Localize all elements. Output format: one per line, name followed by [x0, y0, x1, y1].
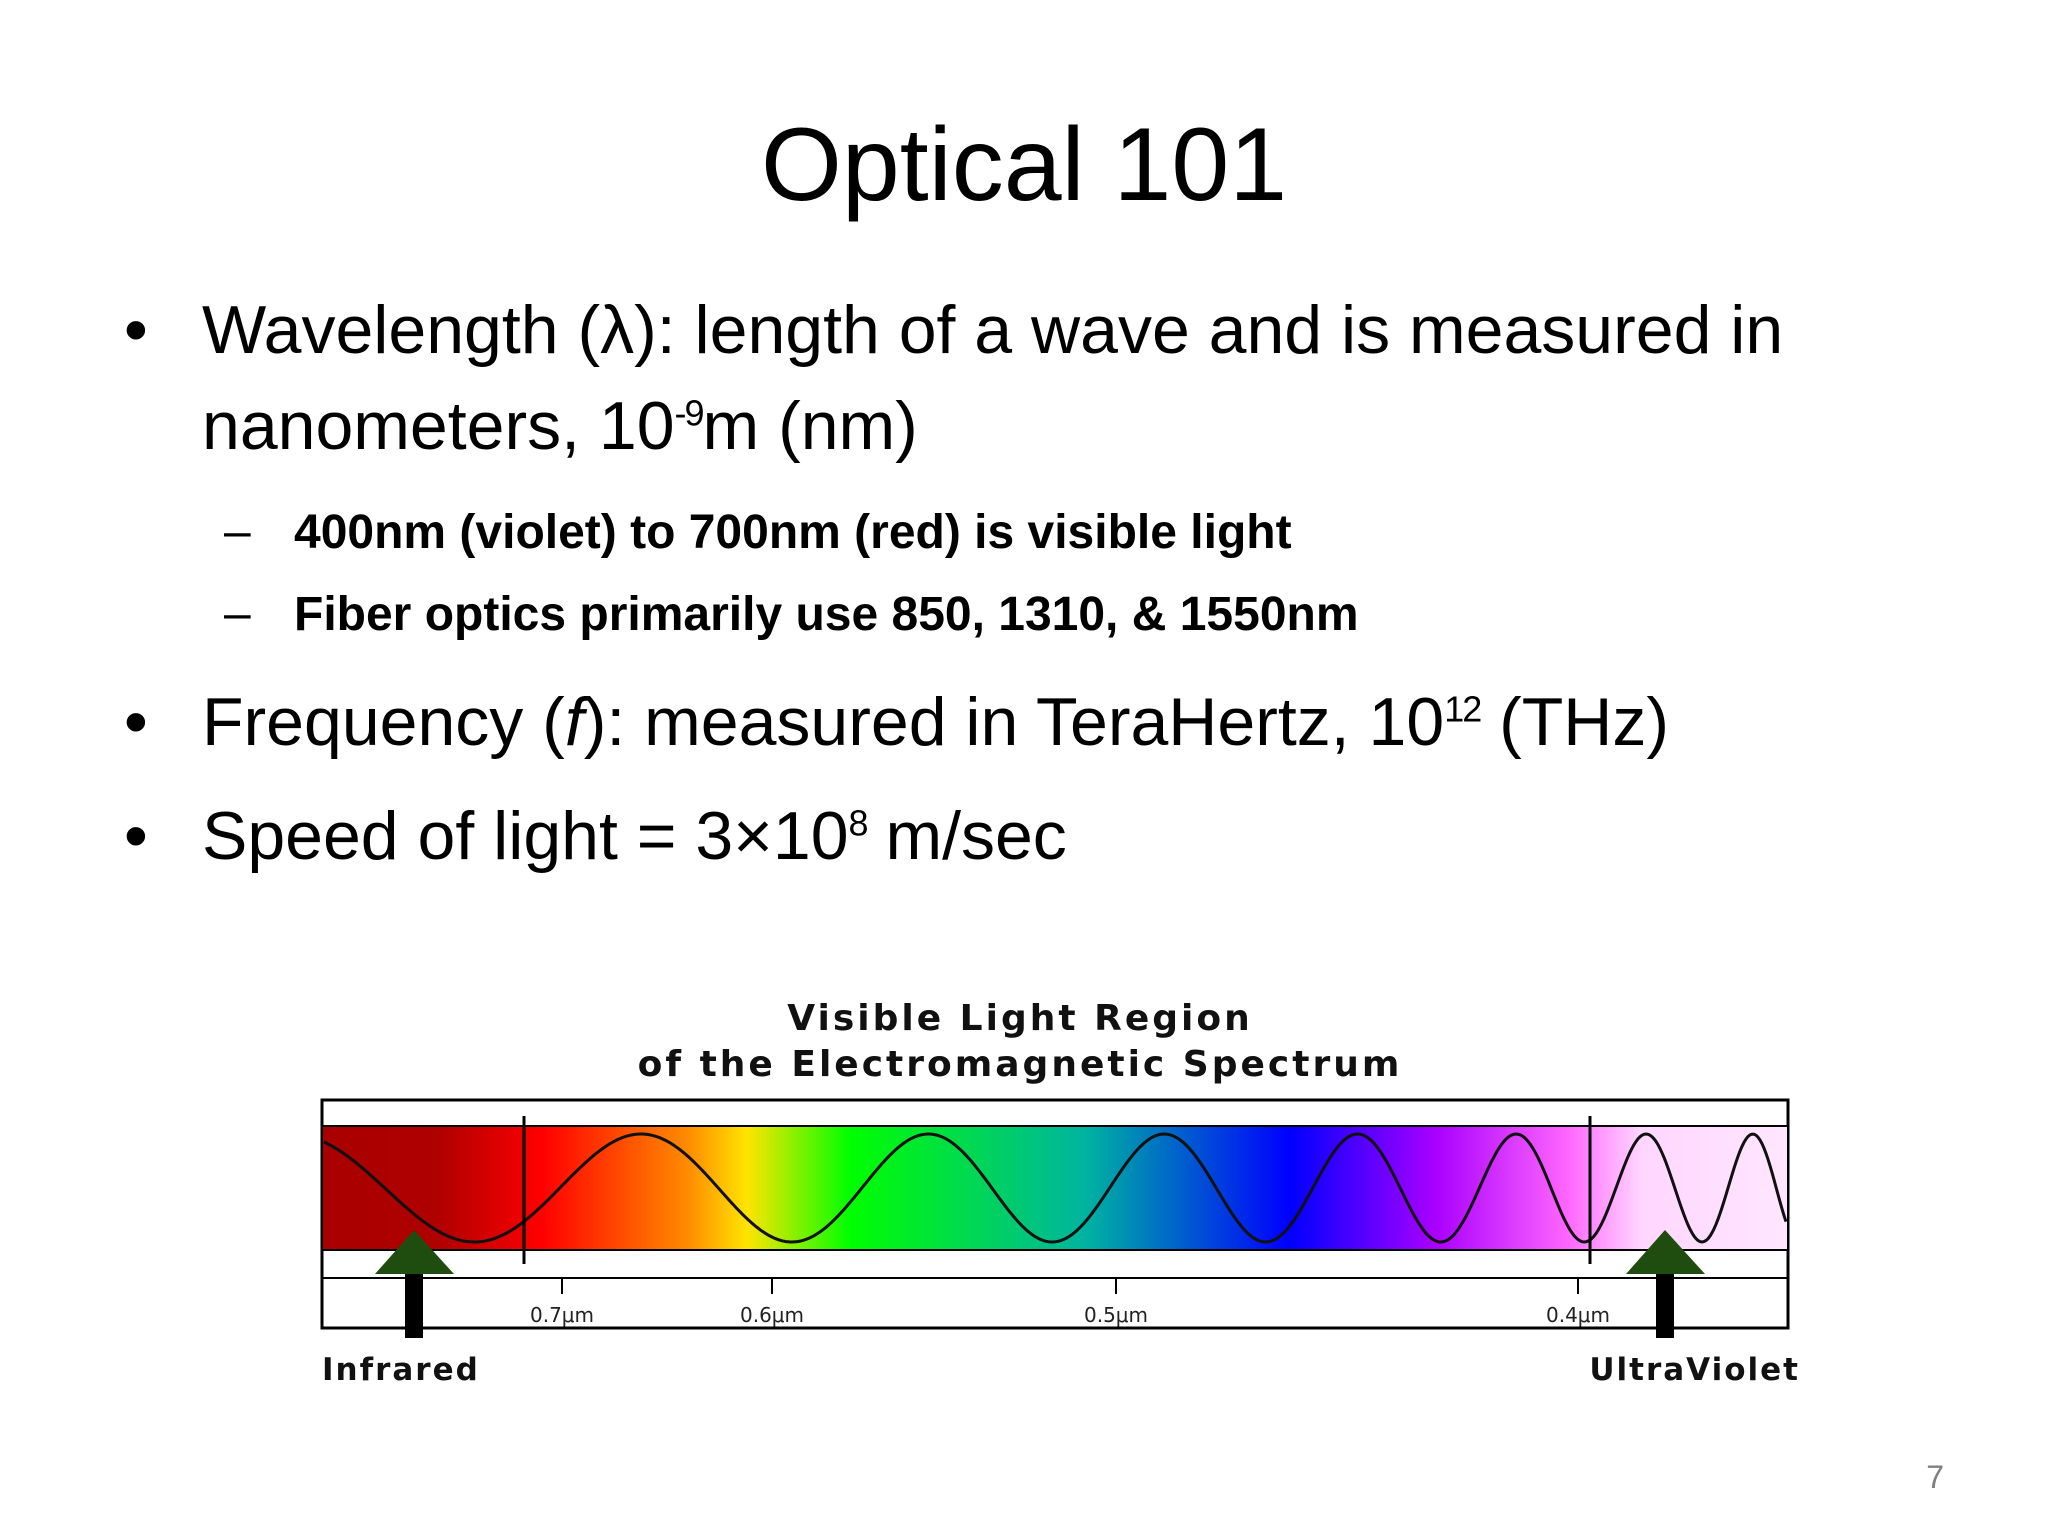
bullet-dot: • [124, 684, 148, 760]
frequency-label: Frequency ( [202, 684, 565, 760]
infrared-arrow-icon [375, 1230, 454, 1338]
bullet-dot: • [124, 292, 148, 368]
speed-prefix: Speed of light = 3×10 [202, 798, 849, 874]
spectrum-title-line-2: of the Electromagnetic Spectrum [637, 1044, 1403, 1085]
frequency-exponent: 12 [1444, 688, 1482, 730]
wavelength-unit: m (nm) [702, 388, 918, 464]
wavelength-ticks: 0.7μm 0.6μm 0.5μm 0.4μm [530, 1278, 1610, 1327]
tick-label: 0.6μm [740, 1303, 804, 1327]
spectrum-diagram-title: Visible Light Region of the Electromagne… [430, 996, 1610, 1088]
frequency-description: ): measured in TeraHertz, 10 [583, 684, 1445, 760]
bullet-frequency: • Frequency (f): measured in TeraHertz, … [120, 674, 1960, 770]
slide-title: Optical 101 [760, 107, 1288, 223]
sub-bullet-fiber-wavelengths: – Fiber optics primarily use 850, 1310, … [120, 574, 1960, 656]
wavelength-description: ): length of a wave and is measured in n… [202, 292, 1784, 464]
speed-unit: m/sec [866, 798, 1067, 874]
bullet-wavelength: • Wavelength (λ): length of a wave and i… [120, 282, 1960, 474]
wavelength-exponent: -9 [674, 392, 705, 434]
speed-exponent: 8 [848, 802, 869, 844]
sub-bullet-text: 400nm (violet) to 700nm (red) is visible… [294, 506, 1292, 559]
spectrum-color-band [321, 1125, 1789, 1251]
frequency-unit: (THz) [1480, 684, 1670, 760]
wavelength-wave [323, 1132, 1788, 1244]
tick-label: 0.5μm [1084, 1303, 1148, 1327]
wavelength-label: Wavelength ( [202, 292, 601, 368]
sub-bullet-dash: – [224, 505, 251, 558]
tick-label: 0.4μm [1546, 1303, 1610, 1327]
tick-label: 0.7μm [530, 1303, 594, 1327]
sub-bullet-visible-light: – 400nm (violet) to 700nm (red) is visib… [120, 492, 1960, 574]
bullet-dot: • [124, 798, 148, 874]
ultraviolet-label: UltraViolet [1589, 1352, 1800, 1388]
sub-bullet-text: Fiber optics primarily use 850, 1310, & … [294, 588, 1359, 641]
wavelength-sub-list: – 400nm (violet) to 700nm (red) is visib… [120, 492, 1960, 656]
spectrum-title-line-1: Visible Light Region [787, 998, 1253, 1039]
sub-bullet-dash: – [224, 587, 251, 640]
ultraviolet-arrow-icon [1626, 1230, 1705, 1338]
lambda-symbol: λ [600, 292, 635, 368]
bullet-list: • Wavelength (λ): length of a wave and i… [120, 282, 1960, 902]
frequency-symbol: f [564, 684, 584, 760]
spectrum-diagram: 0.7μm 0.6μm 0.5μm 0.4μm Infrared UltraViole… [320, 1098, 1800, 1388]
bullet-speed-of-light: • Speed of light = 3×108 m/sec [120, 788, 1960, 884]
infrared-label: Infrared [322, 1352, 480, 1388]
page-number: 7 [1926, 1459, 1944, 1495]
